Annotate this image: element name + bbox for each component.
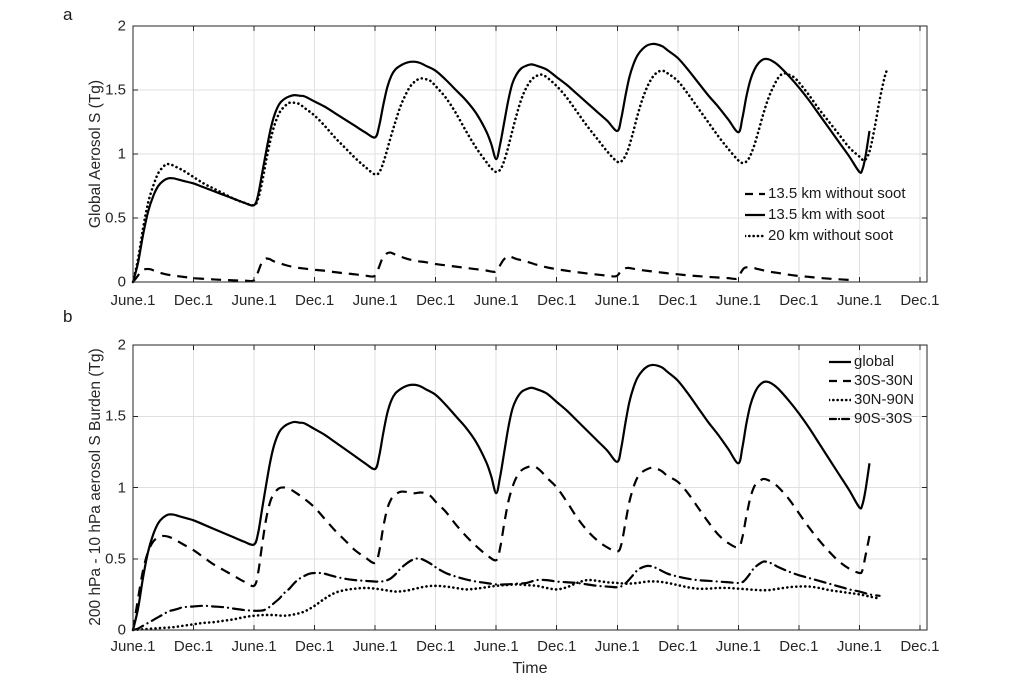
legend-item-label: 20 km without soot — [768, 227, 894, 244]
x-tick-label: June.1 — [231, 292, 277, 309]
x-tick-label: Dec.1 — [295, 292, 335, 309]
x-tick-label: June.1 — [352, 292, 398, 309]
panel-b — [131, 344, 928, 632]
series-global — [131, 363, 871, 631]
x-tick-label: Dec.1 — [658, 292, 698, 309]
x-tick-label: Dec.1 — [416, 292, 456, 309]
panel-b-letter: b — [63, 307, 73, 326]
x-axis-label: Time — [512, 660, 548, 677]
legend-line-sample-dashdot — [829, 417, 851, 420]
legend-item-label: global — [854, 353, 895, 370]
legend-item: 13.5 km with soot — [745, 204, 906, 225]
legend-item: 30S-30N — [829, 371, 914, 390]
x-tick-label: Dec.1 — [537, 292, 577, 309]
legend-item: 90S-30S — [829, 409, 914, 428]
legend-panel-b: global 30S-30N 30N-90N 90S-30S — [829, 352, 914, 428]
y-tick-label: 2 — [117, 336, 126, 354]
legend-item-label: 90S-30S — [854, 410, 913, 427]
legend-item-label: 30N-90N — [854, 391, 915, 408]
series-13-5-km-with-soot — [131, 42, 871, 283]
x-tick-label: June.1 — [836, 292, 882, 309]
x-tick-label: Dec.1 — [537, 638, 577, 655]
x-tick-label: June.1 — [110, 638, 156, 655]
series-30n-90n — [131, 578, 881, 632]
legend-line-sample-dashed — [829, 379, 851, 382]
x-tick-label: Dec.1 — [900, 638, 940, 655]
x-tick-label: Dec.1 — [779, 292, 819, 309]
legend-line-sample-dotted — [829, 398, 851, 401]
x-tick-label: June.1 — [110, 292, 156, 309]
y-tick-label: 0 — [117, 273, 126, 291]
series-20-km-without-soot — [131, 66, 889, 284]
x-tick-label: June.1 — [715, 638, 761, 655]
legend-item-label: 30S-30N — [854, 372, 914, 389]
y-tick-label: 1.5 — [105, 407, 126, 425]
x-tick-label: June.1 — [836, 638, 882, 655]
x-tick-label: Dec.1 — [173, 638, 214, 655]
x-tick-label: June.1 — [473, 638, 519, 655]
legend-line-sample-solid — [745, 213, 765, 216]
x-tick-label: Dec.1 — [416, 638, 456, 655]
x-tick-label: Dec.1 — [900, 292, 940, 309]
y-tick-label: 0 — [117, 621, 126, 639]
x-tick-label: Dec.1 — [658, 638, 698, 655]
x-tick-label: Dec.1 — [295, 638, 335, 655]
legend-item-label: 13.5 km with soot — [768, 206, 885, 223]
y-tick-label: 0.5 — [105, 550, 126, 568]
panel-a-letter: a — [63, 5, 73, 24]
x-tick-label: June.1 — [473, 292, 519, 309]
x-tick-label: June.1 — [594, 638, 640, 655]
x-tick-label: Dec.1 — [779, 638, 819, 655]
x-tick-label: June.1 — [352, 638, 398, 655]
legend-line-sample-solid — [829, 360, 851, 363]
series-30s-30n — [131, 465, 871, 631]
y-tick-label: 1 — [117, 479, 126, 496]
y-tick-label: 0.5 — [105, 209, 126, 227]
y-tick-label: 1.5 — [105, 81, 126, 99]
legend-line-sample-dashed — [745, 192, 765, 195]
legend-item: 30N-90N — [829, 390, 914, 409]
x-tick-label: Dec.1 — [173, 292, 214, 309]
legend-item: 20 km without soot — [745, 225, 906, 246]
legend-panel-a: 13.5 km without soot 13.5 km with soot 20 … — [745, 183, 906, 246]
series-90s-30s — [131, 557, 881, 632]
legend-item: global — [829, 352, 914, 371]
series-13-5-km-without-soot — [132, 251, 850, 283]
x-tick-label: June.1 — [715, 292, 761, 309]
legend-item: 13.5 km without soot — [745, 183, 906, 204]
legend-line-sample-dotted — [745, 234, 765, 237]
y-tick-label: 1 — [117, 145, 126, 163]
x-tick-label: June.1 — [594, 292, 640, 309]
legend-item-label: 13.5 km without soot — [768, 185, 906, 202]
panel-a — [131, 25, 928, 284]
y-tick-label: 2 — [117, 17, 126, 35]
x-tick-label: June.1 — [231, 638, 277, 655]
